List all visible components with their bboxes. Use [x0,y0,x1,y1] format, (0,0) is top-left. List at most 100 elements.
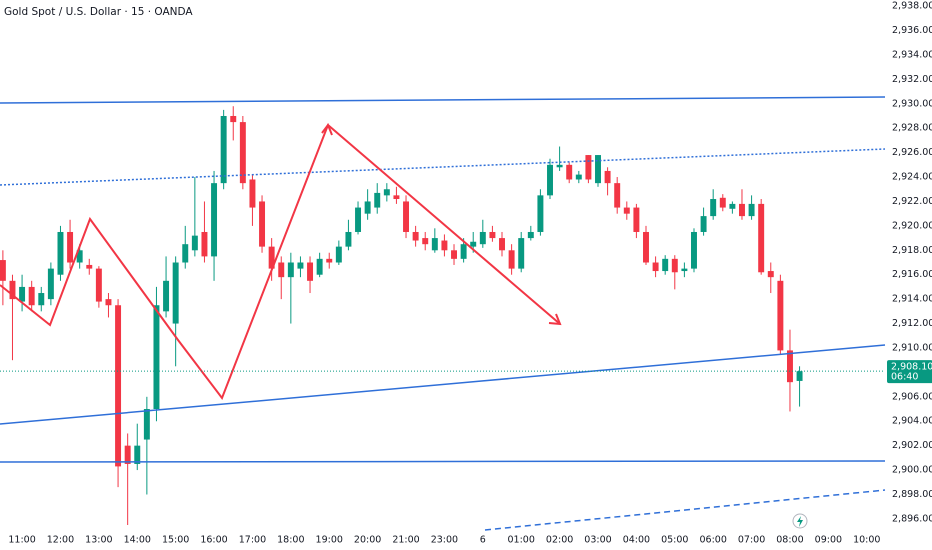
candle-body [537,195,544,232]
candle-body [585,155,592,180]
candle-body [191,235,198,251]
candle-body [441,240,448,251]
candle-body [134,445,141,464]
y-tick-label: 2,918.000 [892,245,932,256]
candle-body [67,231,74,263]
candle-body [249,179,256,208]
candles [0,106,803,526]
candle-body [412,231,419,241]
y-tick-label: 2,914.000 [892,294,932,305]
candle-body [710,199,717,217]
y-tick-label: 2,904.000 [892,416,932,427]
y-tick-label: 2,898.000 [892,489,932,500]
candle-body [115,305,122,467]
candle-body [307,262,314,281]
trend-line [484,489,886,531]
candle-body [9,280,16,300]
candle-body [19,286,26,302]
y-tick-label: 2,900.000 [892,465,932,476]
candle-body [460,244,467,259]
candle-body [268,246,275,269]
x-tick-label: 05:00 [661,535,688,546]
candle-body [57,231,64,275]
x-tick-label: 01:00 [508,535,535,546]
candle-body [796,371,803,381]
candle-body [719,197,726,208]
candle-body [201,231,208,257]
candle-body [691,231,697,269]
candle-body [220,115,227,184]
x-tick-label: 08:00 [776,535,803,546]
x-tick-label: 10:00 [853,535,880,546]
candle-body [777,280,784,351]
candle-body [681,268,688,272]
x-tick-label: 06:00 [699,535,726,546]
y-tick-label: 2,938.000 [892,1,932,12]
x-tick-label: 23:00 [431,535,458,546]
y-tick-label: 2,936.000 [892,25,932,36]
candle-body [489,231,496,239]
x-tick-label: 07:00 [738,535,765,546]
x-tick-label: 15:00 [162,535,189,546]
candle-body [652,262,659,272]
candle-body [662,258,669,272]
candle-body [393,195,400,200]
candle-body [297,262,304,269]
candle-body [739,203,745,217]
candle-body [259,201,266,247]
chart-title: Gold Spot / U.S. Dollar · 15 · OANDA [4,6,193,18]
y-tick-label: 2,912.000 [892,318,932,329]
x-tick-label: 04:00 [623,535,650,546]
candle-body [364,201,371,214]
candle-body [105,299,112,306]
y-tick-label: 2,916.000 [892,269,932,280]
y-tick-label: 2,926.000 [892,147,932,158]
candle-body [643,231,649,263]
candle-body [278,262,285,278]
candle-body [211,183,218,257]
candle-body [479,231,486,245]
y-tick-label: 2,906.000 [892,391,932,402]
candle-body [0,260,6,281]
candle-body [345,231,352,247]
candle-body [143,409,150,440]
candle-body [527,231,534,239]
candle-body [633,207,640,232]
x-tick-label: 19:00 [316,535,343,546]
candle-body [729,203,736,209]
candle-body [182,244,189,263]
candle-body [124,445,131,464]
candle-body [451,250,457,259]
candle-body [153,305,160,410]
lightning [797,516,803,527]
candle-body [422,238,429,245]
candle-body [172,262,179,324]
y-tick-label: 2,930.000 [892,98,932,109]
candle-body [575,174,582,180]
candle-body [76,250,83,263]
candle-body [383,189,390,196]
candle-body [566,164,573,180]
x-tick-label: 20:00 [354,535,381,546]
x-tick-label: 21:00 [392,535,419,546]
x-tick-label: 02:00 [546,535,573,546]
x-tick-label: 13:00 [85,535,112,546]
x-tick-label: 03:00 [584,535,611,546]
candle-body [316,258,323,275]
arrow-head [321,122,333,136]
y-tick-label: 2,922.000 [892,196,932,207]
candle-body [326,258,333,263]
candle-body [748,203,755,217]
candle-body [28,286,35,306]
candle-body [767,271,774,278]
candle-body [38,293,45,306]
candle-body [671,258,678,273]
candle-body [547,164,553,196]
candle-body [95,268,102,302]
candle-body [518,238,525,269]
candle-body [287,262,294,278]
